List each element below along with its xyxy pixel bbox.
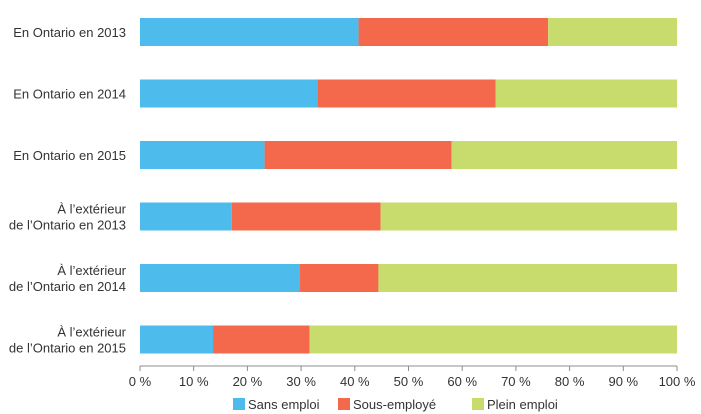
category-label: À l’extérieur de l’Ontario en 2014: [9, 263, 127, 294]
x-tick-label: 10 %: [179, 374, 209, 389]
bar-sans-emploi-5: [140, 325, 214, 354]
bar-sous-employ--3: [231, 202, 381, 231]
category-label: À l’extérieur de l’Ontario en 2013: [9, 202, 127, 233]
x-tick-label: 50 %: [394, 374, 424, 389]
bar-sans-emploi-0: [140, 18, 359, 46]
bar-sous-employ--4: [300, 264, 379, 292]
x-tick-label: 90 %: [608, 374, 638, 389]
x-tick-label: 80 %: [555, 374, 585, 389]
bar-sans-emploi-2: [140, 141, 265, 169]
x-tick-label: 100 %: [659, 374, 696, 389]
bar-sous-employ--0: [358, 18, 549, 46]
x-tick-label: 60 %: [447, 374, 477, 389]
category-labels: En Ontario en 2013 En Ontario en 2014 En O…: [9, 25, 127, 356]
bar-plein-emploi-5: [309, 325, 677, 354]
x-ticks: 0 % 10 % 20 % 30 % 40 % 50 % 60 % 70 % 80 % 90 % 1…: [129, 366, 696, 389]
category-label: En Ontario en 2014: [13, 87, 126, 102]
bar-plein-emploi-2: [451, 141, 677, 169]
legend-swatch-0: [233, 398, 245, 410]
x-tick-label: 20 %: [233, 374, 263, 389]
bar-sous-employ--2: [264, 141, 452, 169]
category-label: À l’extérieur de l’Ontario en 2015: [9, 325, 127, 356]
bar-plein-emploi-3: [380, 202, 677, 231]
bar-sans-emploi-4: [140, 264, 301, 292]
legend-label-2: Plein emploi: [487, 397, 558, 412]
x-tick-label: 40 %: [340, 374, 370, 389]
x-tick-label: 70 %: [501, 374, 531, 389]
bar-sous-employ--1: [317, 79, 496, 108]
bars-group: [140, 18, 677, 354]
legend-label-1: Sous-employé: [353, 397, 436, 412]
legend-label-0: Sans emploi: [248, 397, 320, 412]
legend-swatch-1: [338, 398, 350, 410]
bar-plein-emploi-0: [548, 18, 677, 46]
x-tick-label: 0 %: [129, 374, 152, 389]
category-label: En Ontario en 2013: [13, 25, 126, 40]
bar-sans-emploi-3: [140, 202, 232, 231]
bar-plein-emploi-4: [378, 264, 677, 292]
x-tick-label: 30 %: [286, 374, 316, 389]
bar-sans-emploi-1: [140, 79, 318, 108]
legend-swatch-2: [472, 398, 484, 410]
bar-sous-employ--5: [213, 325, 310, 354]
legend: Sans emploi Sous-employé Plein emploi: [233, 397, 558, 412]
bar-plein-emploi-1: [495, 79, 677, 108]
category-label: En Ontario en 2015: [13, 148, 126, 163]
